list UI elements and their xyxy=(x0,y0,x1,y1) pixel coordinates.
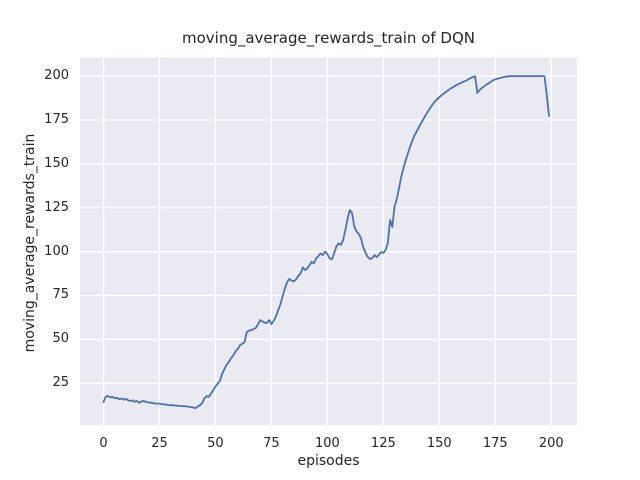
x-tick-label: 0 xyxy=(99,436,108,451)
x-tick-label: 200 xyxy=(538,436,564,451)
chart-title: moving_average_rewards_train of DQN xyxy=(181,29,476,47)
x-tick-label: 100 xyxy=(314,436,340,451)
y-tick-label: 75 xyxy=(52,287,69,303)
x-tick-label: 25 xyxy=(151,436,168,451)
y-tick-label: 50 xyxy=(52,331,69,347)
x-tick-label: 75 xyxy=(263,436,280,451)
y-tick-label: 200 xyxy=(44,68,69,84)
y-tick-label: 175 xyxy=(44,111,69,127)
x-tick-label: 150 xyxy=(426,436,452,451)
x-tick-label: 50 xyxy=(207,436,224,451)
y-tick-label: 150 xyxy=(44,155,69,171)
reward-line xyxy=(102,75,550,410)
x-tick-label: 175 xyxy=(482,436,508,451)
axes-background xyxy=(80,57,577,425)
y-tick-label: 100 xyxy=(44,243,69,259)
x-axis-label: episodes xyxy=(297,453,360,469)
y-tick-label: 125 xyxy=(44,199,69,215)
y-tick-label: 25 xyxy=(52,375,69,391)
x-tick-label: 125 xyxy=(370,436,396,451)
